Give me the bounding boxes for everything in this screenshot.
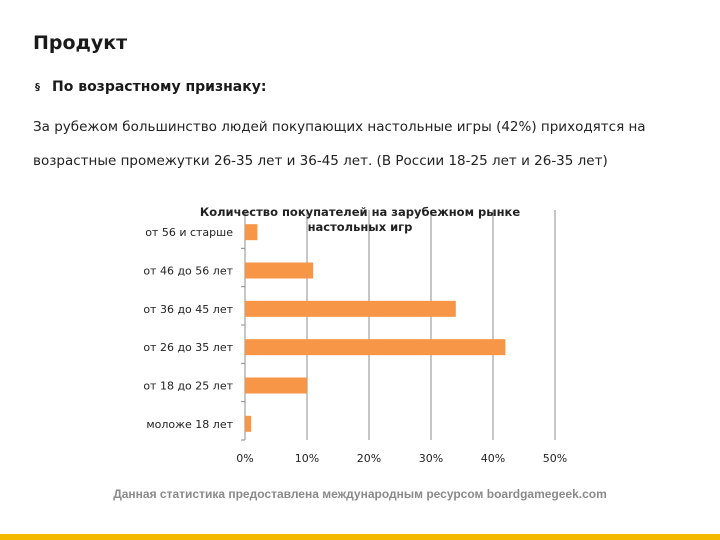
bar xyxy=(245,262,314,279)
x-tick-label: 20% xyxy=(357,452,381,465)
bar xyxy=(245,415,252,432)
category-label: от 56 и старше xyxy=(145,226,233,239)
x-tick-label: 10% xyxy=(295,452,319,465)
x-tick-label: 0% xyxy=(236,452,253,465)
category-label: от 26 до 35 лет xyxy=(143,341,233,354)
bar xyxy=(245,300,456,317)
category-label: от 36 до 45 лет xyxy=(143,303,233,316)
chart-title: Количество покупателей на зарубежном рын… xyxy=(200,205,521,234)
bar xyxy=(245,339,506,356)
bullet-text: По возрастному признаку: xyxy=(52,79,267,95)
age-chart: 0% 10% 20% 30% 40% 50% от 56 и старше от 46 до … xyxy=(143,205,567,465)
accent-bar xyxy=(0,534,720,540)
category-label: от 46 до 56 лет xyxy=(143,265,233,278)
bar xyxy=(245,377,307,394)
description-paragraph: За рубежом большинство людей покупающих … xyxy=(33,119,646,169)
page-title: Продукт xyxy=(33,32,128,54)
bullet-heading: § По возрастному признаку: xyxy=(35,79,266,95)
bar xyxy=(245,224,258,241)
x-tick-label: 40% xyxy=(481,452,505,465)
category-label: от 18 до 25 лет xyxy=(143,380,233,393)
bullet-square-icon: § xyxy=(35,82,40,93)
x-tick-label: 30% xyxy=(419,452,443,465)
category-label: моложе 18 лет xyxy=(146,418,233,431)
x-tick-label: 50% xyxy=(543,452,567,465)
source-note: Данная статистика предоставлена междунар… xyxy=(113,487,607,501)
